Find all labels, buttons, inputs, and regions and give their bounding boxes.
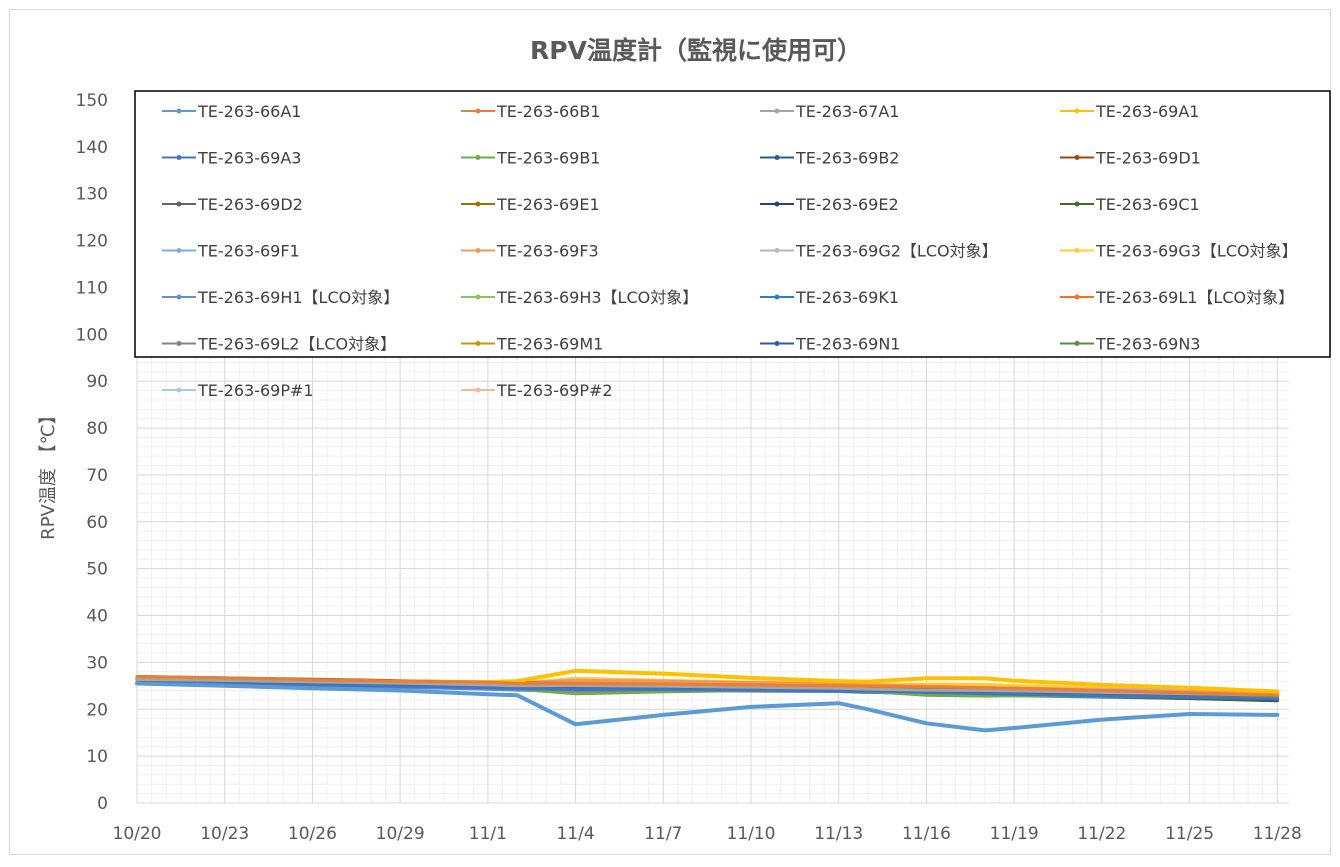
y-tick-label: 20 bbox=[86, 700, 108, 720]
series-line bbox=[135, 681, 1280, 733]
y-tick-label: 110 bbox=[76, 278, 108, 298]
legend-marker bbox=[176, 341, 182, 346]
legend-marker bbox=[1074, 201, 1080, 207]
legend-label: TE-263-69B2 bbox=[795, 149, 899, 168]
y-tick-label: 0 bbox=[97, 794, 108, 814]
legend-marker bbox=[774, 108, 780, 114]
legend-marker bbox=[475, 387, 481, 393]
chart-title: RPV温度計（監視に使用可） bbox=[530, 36, 862, 65]
legend-marker bbox=[475, 294, 481, 300]
legend-marker bbox=[176, 108, 182, 114]
x-tick-label: 11/16 bbox=[902, 824, 951, 844]
y-tick-label: 10 bbox=[86, 747, 108, 767]
legend-label: TE-263-69L1【LCO対象】 bbox=[1095, 288, 1294, 307]
y-tick-label: 80 bbox=[86, 419, 108, 439]
legend-marker bbox=[1074, 155, 1080, 160]
x-tick-label: 10/20 bbox=[113, 824, 162, 844]
y-tick-label: 100 bbox=[76, 325, 108, 345]
y-tick-label: 60 bbox=[86, 513, 108, 533]
x-tick-label: 11/25 bbox=[1165, 824, 1214, 844]
legend-label: TE-263-69L2【LCO対象】 bbox=[197, 335, 396, 354]
legend-marker bbox=[475, 248, 481, 253]
legend-label: TE-263-69M1 bbox=[496, 335, 603, 354]
legend-marker bbox=[475, 201, 481, 207]
legend-label: TE-263-69B1 bbox=[496, 149, 600, 168]
legend-marker bbox=[1074, 108, 1080, 114]
legend-marker bbox=[475, 341, 481, 346]
legend-label: TE-263-69G3【LCO対象】 bbox=[1095, 242, 1298, 261]
legend-marker bbox=[1074, 341, 1080, 346]
x-tick-label: 11/22 bbox=[1077, 824, 1126, 844]
x-tick-label: 11/28 bbox=[1253, 824, 1302, 844]
legend: TE-263-66A1 TE-263-66B1 TE-263-67A1 TE-263-… bbox=[134, 90, 1331, 400]
legend-label: TE-263-69P#1 bbox=[197, 381, 314, 400]
series-layer bbox=[135, 668, 1280, 733]
x-tick-label: 10/23 bbox=[200, 824, 249, 844]
legend-marker bbox=[176, 387, 182, 393]
legend-label: TE-263-67A1 bbox=[795, 102, 899, 121]
legend-marker bbox=[475, 155, 481, 160]
series-line bbox=[135, 675, 1279, 697]
legend-label: TE-263-69H3【LCO対象】 bbox=[496, 288, 698, 307]
y-tick-label: 30 bbox=[86, 653, 108, 673]
series-line bbox=[135, 677, 1279, 697]
x-tick-label: 11/7 bbox=[644, 824, 682, 844]
legend-label: TE-263-69D2 bbox=[197, 195, 303, 214]
y-tick-label: 120 bbox=[76, 232, 108, 252]
y-axis-title: RPV温度 【℃】 bbox=[38, 406, 59, 540]
y-tick-label: 50 bbox=[86, 560, 108, 580]
y-tick-label: 90 bbox=[86, 372, 108, 392]
x-tick-label: 10/29 bbox=[376, 824, 425, 844]
legend-label: TE-263-69D1 bbox=[1095, 149, 1201, 168]
legend-marker bbox=[774, 341, 780, 346]
series-line bbox=[135, 680, 1279, 701]
legend-marker bbox=[774, 248, 780, 253]
y-tick-label: 140 bbox=[76, 138, 108, 158]
legend-marker bbox=[774, 155, 780, 160]
x-tick-label: 11/1 bbox=[469, 824, 507, 844]
legend-label: TE-263-69G2【LCO対象】 bbox=[795, 242, 998, 261]
legend-label: TE-263-69C1 bbox=[1095, 195, 1200, 214]
legend-marker bbox=[1074, 294, 1080, 300]
x-tick-label: 10/26 bbox=[288, 824, 337, 844]
legend-label: TE-263-69F1 bbox=[197, 242, 300, 261]
legend-label: TE-263-66B1 bbox=[496, 102, 600, 121]
legend-marker bbox=[176, 294, 182, 300]
legend-marker bbox=[176, 155, 182, 160]
legend-label: TE-263-69K1 bbox=[795, 288, 899, 307]
legend-marker bbox=[774, 201, 780, 207]
legend-label: TE-263-69H1【LCO対象】 bbox=[197, 288, 399, 307]
axis-layer: 0 10 20 30 40 50 60 70 80 90 100 110 120 130 140 150 10/… bbox=[76, 91, 1302, 844]
legend-label: TE-263-69E2 bbox=[795, 195, 899, 214]
x-tick-label: 11/10 bbox=[727, 824, 776, 844]
legend-box bbox=[134, 90, 1331, 358]
legend-marker bbox=[475, 108, 481, 114]
legend-label: TE-263-69F3 bbox=[496, 242, 599, 261]
y-tick-label: 150 bbox=[76, 91, 108, 111]
x-tick-label: 11/19 bbox=[990, 824, 1039, 844]
y-tick-label: 70 bbox=[86, 466, 108, 486]
legend-label: TE-263-69E1 bbox=[496, 195, 600, 214]
legend-label: TE-263-69A3 bbox=[197, 149, 301, 168]
legend-marker bbox=[176, 248, 182, 253]
y-tick-label: 40 bbox=[86, 607, 108, 627]
legend-label: TE-263-69N3 bbox=[1095, 335, 1200, 354]
legend-label: TE-263-69N1 bbox=[795, 335, 900, 354]
legend-marker bbox=[774, 294, 780, 300]
legend-label: TE-263-69P#2 bbox=[496, 381, 613, 400]
legend-label: TE-263-69A1 bbox=[1095, 102, 1199, 121]
y-tick-label: 130 bbox=[76, 185, 108, 205]
legend-marker bbox=[1074, 248, 1080, 253]
x-tick-label: 11/4 bbox=[556, 824, 594, 844]
legend-label: TE-263-66A1 bbox=[197, 102, 301, 121]
legend-marker bbox=[176, 201, 182, 207]
x-tick-label: 11/13 bbox=[814, 824, 863, 844]
